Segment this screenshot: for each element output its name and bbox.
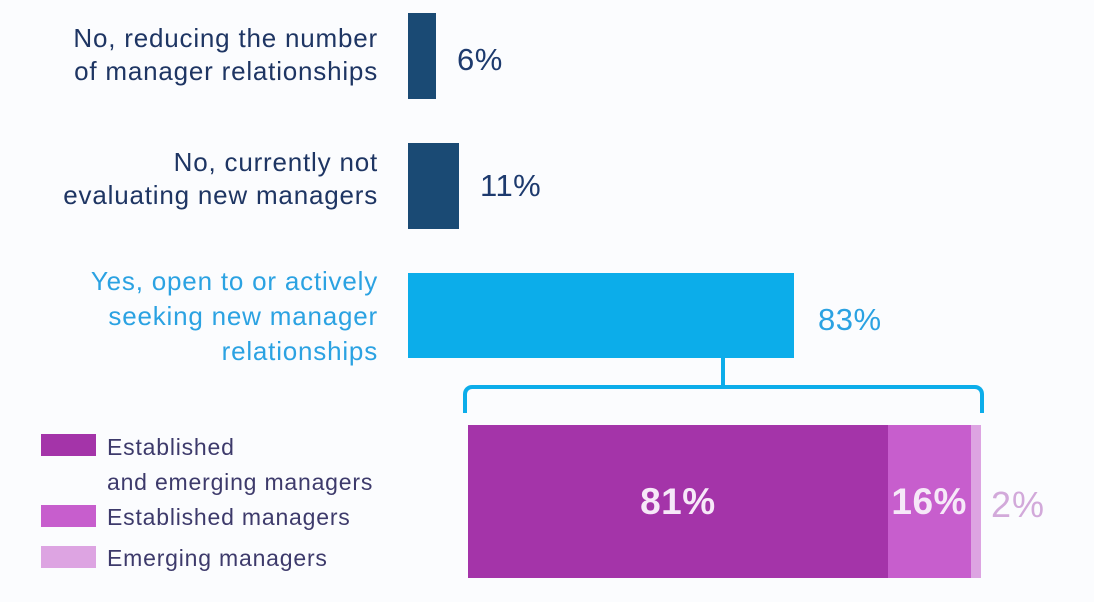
bar-reducing-relationships [408,13,436,99]
category-label-seeking-new: Yes, open to or actively seeking new man… [20,264,378,369]
category-label-line: seeking new manager [108,301,378,331]
legend-label-line: Emerging managers [107,545,328,571]
legend-swatch-established [41,505,96,527]
category-label-line: of manager relationships [74,56,378,86]
category-label-not-evaluating: No, currently not evaluating new manager… [20,146,378,212]
legend-label-line: Established managers [107,504,351,530]
segment-emerging [970,425,981,578]
legend-label-line: and emerging managers [107,469,374,495]
value-label-6pct: 6% [457,42,503,77]
segment-value-label-16pct: 16% [891,480,967,522]
legend-swatch-established-and-emerging [41,434,96,456]
category-label-line: No, currently not [173,147,378,177]
bar-seeking-new [408,273,794,358]
segment-established: 16% [887,425,971,578]
legend-label-established: Established managers [107,500,351,535]
legend-label-line: Established [107,434,235,460]
legend-label-emerging: Emerging managers [107,541,328,576]
value-label-11pct: 11% [480,168,542,203]
legend-swatch-emerging [41,546,96,568]
breakdown-connector-line [721,357,725,387]
segment-value-label-81pct: 81% [640,480,716,522]
segment-established-and-emerging: 81% [468,425,888,578]
category-label-line: Yes, open to or actively [90,266,378,296]
value-label-83pct: 83% [818,302,882,337]
breakdown-stacked-bar: 81% 16% [468,425,981,578]
legend-label-established-and-emerging: Established and emerging managers [107,430,373,500]
category-label-line: relationships [221,336,378,366]
segment-value-label-2pct: 2% [991,484,1046,525]
category-label-line: No, reducing the number [73,23,378,53]
bar-not-evaluating [408,143,459,229]
category-label-reducing-relationships: No, reducing the number of manager relat… [20,22,378,88]
category-label-line: evaluating new managers [63,180,378,210]
breakdown-bracket [463,385,984,413]
